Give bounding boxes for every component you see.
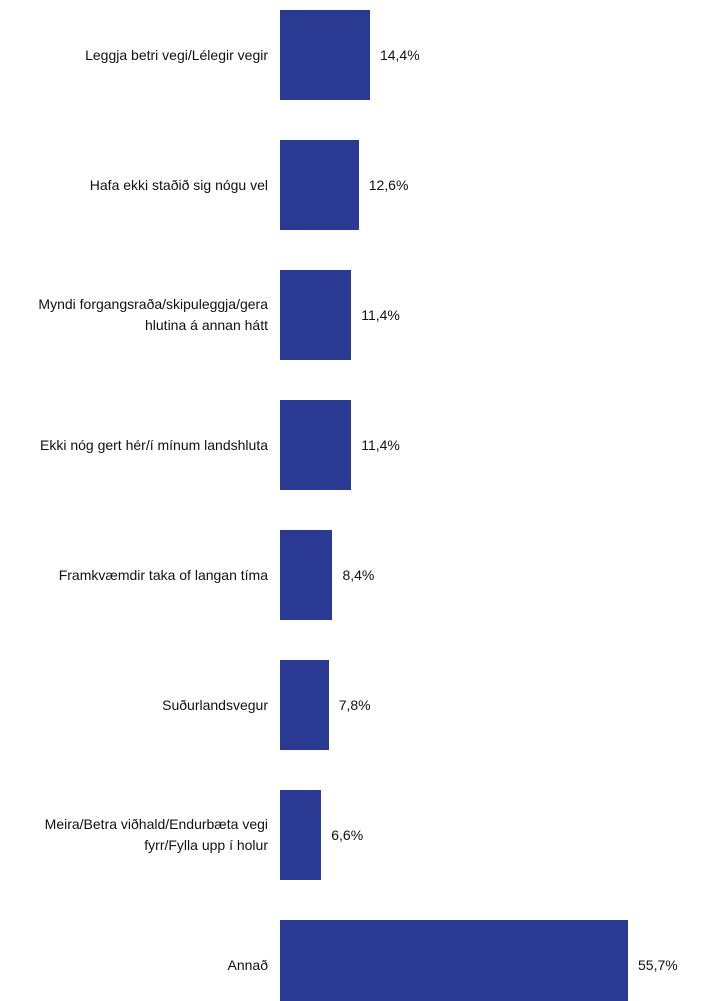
value-label: 14,4% (379, 47, 420, 63)
category-label: Hafa ekki staðið sig nógu vel (89, 176, 268, 193)
bar (280, 920, 628, 1001)
value-label: 11,4% (361, 437, 400, 453)
category-label: Suðurlandsvegur (162, 696, 268, 713)
bar (280, 400, 352, 490)
category-label: Meira/Betra viðhald/Endurbæta vegi fyrr/… (44, 816, 268, 853)
value-label: 7,8% (338, 697, 371, 713)
bar (280, 790, 322, 880)
value-label: 6,6% (331, 827, 364, 843)
bar (280, 270, 352, 360)
value-label: 8,4% (342, 567, 375, 583)
bar (280, 530, 333, 620)
category-label: Leggja betri vegi/Lélegir vegir (85, 46, 268, 63)
category-label: Ekki nóg gert hér/í mínum landshluta (39, 436, 268, 453)
category-label: Annað (227, 956, 268, 973)
category-label: Framkvæmdir taka of langan tíma (58, 566, 268, 583)
bar (280, 140, 359, 230)
value-label: 55,7% (638, 957, 678, 973)
bar (280, 10, 370, 100)
category-label: Myndi forgangsraða/skipuleggja/gera hlut… (38, 296, 268, 333)
value-label: 11,4% (361, 307, 400, 323)
bar (280, 660, 329, 750)
value-label: 12,6% (368, 177, 409, 193)
